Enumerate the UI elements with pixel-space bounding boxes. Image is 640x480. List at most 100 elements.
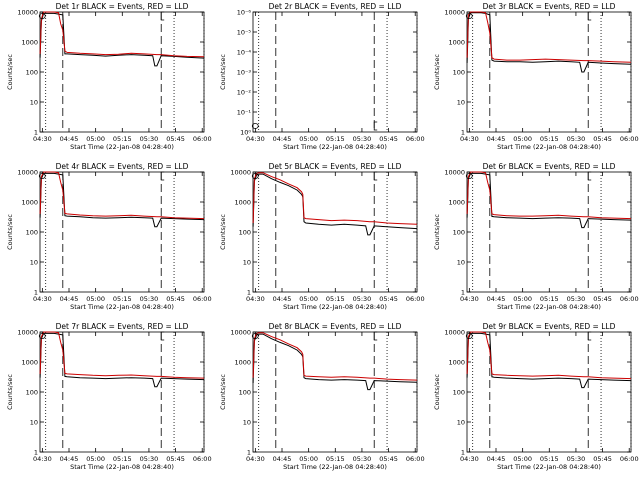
x-tick-label: 05:45 xyxy=(379,455,398,463)
x-tick-label: 05:00 xyxy=(513,455,532,463)
x-tick-label: 06:00 xyxy=(193,295,212,303)
chart-title: Det 6r BLACK = Events, RED = LLD xyxy=(483,162,616,171)
y-axis-label: Counts/sec xyxy=(219,214,227,250)
x-axis-label: Start Time (22-Jan-08 04:28:40) xyxy=(70,143,174,151)
chart-panel: Det 9r BLACK = Events, RED = LLD 1 10 100 10… xyxy=(433,322,639,471)
chart-panel: Det 7r BLACK = Events, RED = LLD 1 10 100 10… xyxy=(6,322,212,471)
series-line-lld xyxy=(466,171,632,220)
x-tick-label: 05:30 xyxy=(140,295,159,303)
x-tick-label: 05:30 xyxy=(353,135,372,143)
y-axis-label: Counts/sec xyxy=(219,54,227,90)
series-line-lld xyxy=(39,171,205,220)
x-tick-label: 06:00 xyxy=(620,455,639,463)
marker-bracket xyxy=(160,331,165,341)
marker-bracket xyxy=(373,331,378,341)
x-tick-label: 06:00 xyxy=(620,295,639,303)
x-tick-label: 04:45 xyxy=(487,455,506,463)
y-tick-label: 1 xyxy=(34,129,38,137)
y-tick-label: 10 xyxy=(457,419,465,427)
y-tick-label: 1000 xyxy=(21,359,38,367)
plot-frame xyxy=(466,171,632,293)
marker-bracket xyxy=(160,11,165,21)
marker-circle xyxy=(465,173,473,179)
x-axis-label: Start Time (22-Jan-08 04:28:40) xyxy=(283,463,387,471)
x-tick-label: 05:45 xyxy=(593,455,612,463)
y-tick-label: 10 xyxy=(243,259,251,267)
y-tick-label: 1000 xyxy=(21,39,38,47)
plot-frame xyxy=(39,11,205,133)
series-line-lld xyxy=(466,11,632,63)
y-tick-label: 10⁻⁴ xyxy=(237,49,252,57)
y-tick-label: 10000 xyxy=(444,9,465,17)
series-line-lld xyxy=(252,172,418,225)
plot-frame xyxy=(252,11,418,133)
series-line-lld xyxy=(39,331,205,379)
y-tick-label: 1 xyxy=(461,289,465,297)
series-line-events xyxy=(466,172,632,229)
x-tick-label: 05:30 xyxy=(567,135,586,143)
x-tick-label: 05:45 xyxy=(379,135,398,143)
x-tick-label: 04:30 xyxy=(246,455,265,463)
x-tick-label: 05:45 xyxy=(166,135,185,143)
y-tick-label: 10⁻¹ xyxy=(237,109,252,117)
x-axis-label: Start Time (22-Jan-08 04:28:40) xyxy=(70,463,174,471)
y-tick-label: 1000 xyxy=(448,359,465,367)
x-tick-label: 04:30 xyxy=(246,135,265,143)
x-tick-label: 04:45 xyxy=(60,295,79,303)
y-tick-label: 10⁻⁶ xyxy=(237,9,252,17)
x-tick-label: 05:15 xyxy=(540,135,559,143)
chart-panel: Det 2r BLACK = Events, RED = LLD 10⁰ 10⁻¹ 1… xyxy=(219,2,425,151)
y-tick-label: 10 xyxy=(457,99,465,107)
x-tick-label: 05:00 xyxy=(513,135,532,143)
chart-title: Det 2r BLACK = Events, RED = LLD xyxy=(269,2,402,11)
x-tick-label: 04:30 xyxy=(460,295,479,303)
y-tick-label: 10 xyxy=(30,259,38,267)
x-tick-label: 05:00 xyxy=(86,455,105,463)
marker-circle xyxy=(38,13,46,19)
x-tick-label: 06:00 xyxy=(406,135,425,143)
x-tick-label: 04:30 xyxy=(460,135,479,143)
x-tick-label: 05:45 xyxy=(166,295,185,303)
x-axis-label: Start Time (22-Jan-08 04:28:40) xyxy=(497,143,601,151)
y-tick-label: 10⁻³ xyxy=(237,69,252,77)
x-tick-label: 05:15 xyxy=(326,295,345,303)
series-line-lld xyxy=(252,332,418,381)
x-tick-label: 06:00 xyxy=(193,455,212,463)
y-tick-label: 1 xyxy=(461,129,465,137)
plot-frame xyxy=(252,331,418,453)
series-line-events xyxy=(252,173,418,236)
y-tick-label: 10⁰ xyxy=(240,129,251,137)
y-tick-label: 100 xyxy=(239,229,251,237)
plot-frame xyxy=(252,171,418,293)
series-line-lld xyxy=(39,11,205,58)
plot-frame xyxy=(39,331,205,453)
x-tick-label: 04:30 xyxy=(246,295,265,303)
x-tick-label: 04:30 xyxy=(33,455,52,463)
x-tick-label: 05:30 xyxy=(567,295,586,303)
y-axis-label: Counts/sec xyxy=(433,54,441,90)
y-tick-label: 1000 xyxy=(21,199,38,207)
x-tick-label: 05:00 xyxy=(513,295,532,303)
y-axis-label: Counts/sec xyxy=(6,54,14,90)
y-tick-label: 100 xyxy=(453,229,465,237)
x-tick-label: 05:15 xyxy=(113,135,132,143)
x-tick-label: 05:15 xyxy=(540,455,559,463)
x-tick-label: 05:00 xyxy=(299,135,318,143)
y-tick-label: 1000 xyxy=(234,359,251,367)
y-axis-label: Counts/sec xyxy=(433,214,441,250)
x-tick-label: 04:45 xyxy=(487,135,506,143)
plot-frame xyxy=(39,171,205,293)
x-tick-label: 05:00 xyxy=(299,295,318,303)
x-tick-label: 04:30 xyxy=(33,135,52,143)
y-tick-label: 10000 xyxy=(17,169,38,177)
plot-frame xyxy=(466,331,632,453)
chart-title: Det 4r BLACK = Events, RED = LLD xyxy=(56,162,189,171)
marker-circle xyxy=(465,333,473,339)
chart-panel: Det 6r BLACK = Events, RED = LLD 1 10 100 10… xyxy=(433,162,639,311)
chart-title: Det 3r BLACK = Events, RED = LLD xyxy=(483,2,616,11)
x-tick-label: 05:00 xyxy=(86,295,105,303)
y-tick-label: 1000 xyxy=(448,39,465,47)
series-line-events xyxy=(39,332,205,388)
series-line-events xyxy=(466,12,632,73)
marker-bracket xyxy=(587,331,592,341)
